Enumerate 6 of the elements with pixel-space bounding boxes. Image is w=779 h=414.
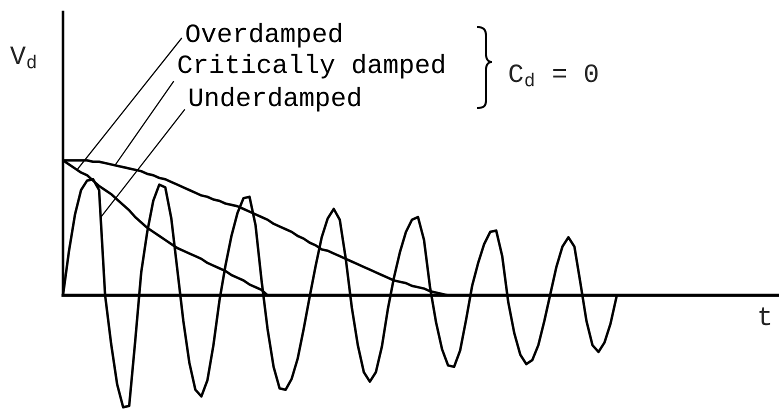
- y-axis-title: V$_{d}$: [10, 46, 36, 68]
- text: Critically damped: [178, 54, 444, 78]
- text: Overdamped: [186, 22, 342, 48]
- text: C$_{d}$ = 0: [509, 64, 598, 86]
- text: Underdamped: [190, 86, 360, 112]
- x-axis-title: t: [759, 307, 770, 326]
